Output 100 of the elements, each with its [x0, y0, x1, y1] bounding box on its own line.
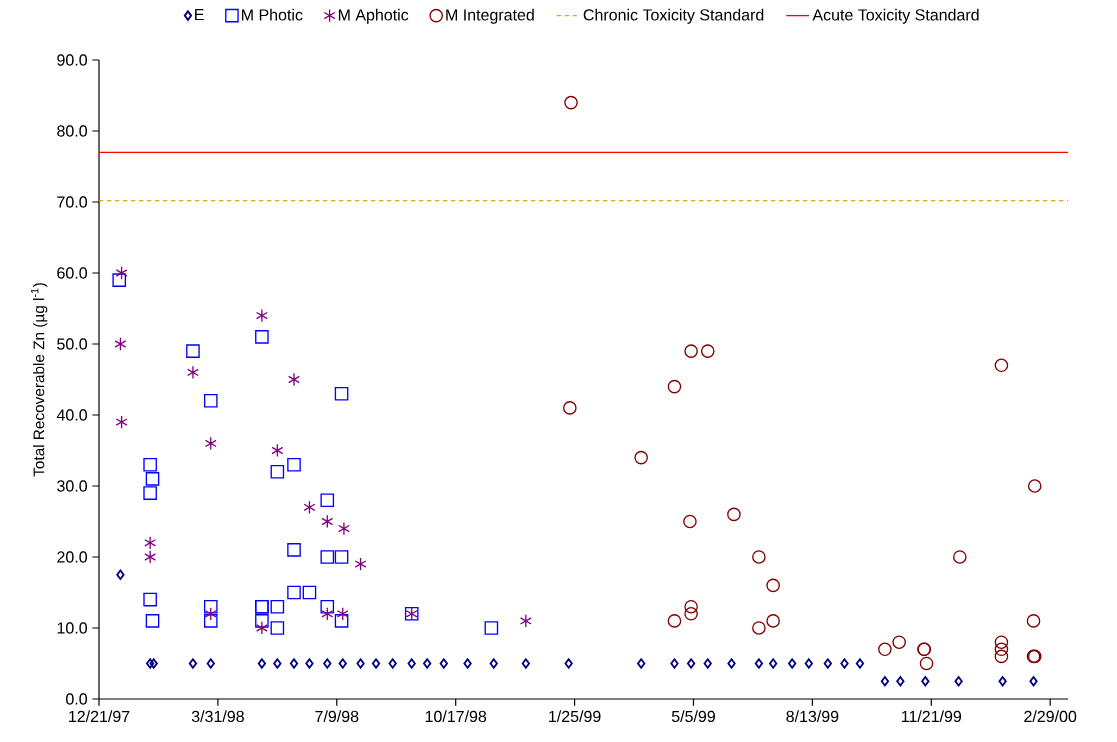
point [727, 507, 741, 522]
point [144, 550, 157, 564]
point [336, 606, 349, 621]
legend-label: Acute Toxicity Standard [812, 8, 979, 24]
x-tick-label: 1/25/99 [549, 710, 601, 723]
point [203, 599, 218, 614]
point [667, 379, 682, 394]
point [998, 676, 1007, 687]
point [563, 401, 577, 415]
point [1027, 479, 1042, 493]
point [273, 658, 282, 669]
point [637, 658, 646, 669]
point [703, 658, 712, 669]
point [320, 550, 335, 564]
point [255, 308, 268, 323]
point [684, 606, 698, 621]
point [270, 599, 285, 614]
point [840, 658, 849, 669]
point [769, 658, 778, 669]
point [270, 464, 285, 479]
point [892, 635, 906, 649]
point [994, 635, 1009, 649]
point [143, 457, 157, 472]
point [255, 614, 269, 628]
point [271, 443, 284, 458]
point [144, 535, 157, 550]
point [484, 621, 499, 635]
point [684, 344, 698, 358]
point [878, 642, 892, 657]
point [287, 457, 301, 472]
point [1029, 676, 1038, 687]
point [204, 606, 217, 621]
point [752, 621, 766, 635]
point [146, 658, 155, 669]
point [337, 521, 350, 536]
point [823, 658, 832, 669]
point [334, 550, 349, 564]
point [919, 656, 934, 671]
point [287, 543, 301, 557]
point [439, 658, 448, 669]
x-tick-label: 8/13/99 [786, 710, 839, 723]
point [289, 658, 299, 669]
y-tick-label: 0.0 [66, 693, 88, 705]
point [203, 393, 218, 408]
point [489, 658, 498, 669]
point [519, 614, 532, 628]
point [954, 676, 963, 687]
point [188, 658, 198, 669]
point [203, 614, 218, 628]
point [463, 658, 472, 669]
point [855, 658, 865, 669]
x-tick-label: 3/31/98 [191, 710, 244, 723]
y-tick-label: 30.0 [57, 480, 88, 492]
y-tick-label: 70.0 [57, 196, 88, 208]
point [686, 658, 696, 669]
point [255, 621, 268, 635]
point [564, 95, 578, 110]
y-tick-label: 10.0 [57, 622, 88, 634]
point [788, 658, 797, 669]
point [321, 514, 334, 529]
point [257, 658, 267, 669]
point [388, 658, 397, 669]
point [255, 330, 269, 344]
point [994, 649, 1009, 664]
point [320, 599, 335, 614]
point [114, 337, 127, 351]
legend-label: M Photic [242, 8, 303, 21]
point [700, 344, 715, 358]
point [305, 658, 314, 669]
point [356, 658, 365, 669]
y-tick-label: 60.0 [57, 267, 88, 279]
point [143, 486, 157, 500]
x-tick-label: 7/9/98 [315, 710, 359, 723]
y-tick-label: 80.0 [57, 125, 88, 137]
point [994, 642, 1009, 657]
point [112, 273, 127, 287]
x-tick-label: 10/17/98 [425, 710, 487, 723]
point [338, 658, 347, 669]
point [320, 493, 335, 507]
point [683, 514, 697, 529]
point [371, 658, 381, 669]
point [186, 344, 200, 358]
point [921, 676, 930, 687]
point [145, 614, 160, 628]
y-tick-label: 40.0 [56, 409, 88, 421]
point [727, 658, 736, 669]
point [804, 658, 813, 669]
point [334, 386, 349, 401]
x-tick-label: 11/21/99 [901, 710, 962, 723]
x-tick-label: 5/5/99 [671, 710, 715, 723]
point [634, 450, 648, 465]
point [354, 557, 367, 571]
point [206, 658, 215, 669]
point [143, 592, 157, 607]
legend-label: M Integrated [446, 8, 534, 24]
point [667, 614, 682, 628]
point [407, 658, 416, 669]
point [684, 599, 698, 614]
legend-label: E [195, 9, 204, 21]
point [766, 614, 780, 628]
